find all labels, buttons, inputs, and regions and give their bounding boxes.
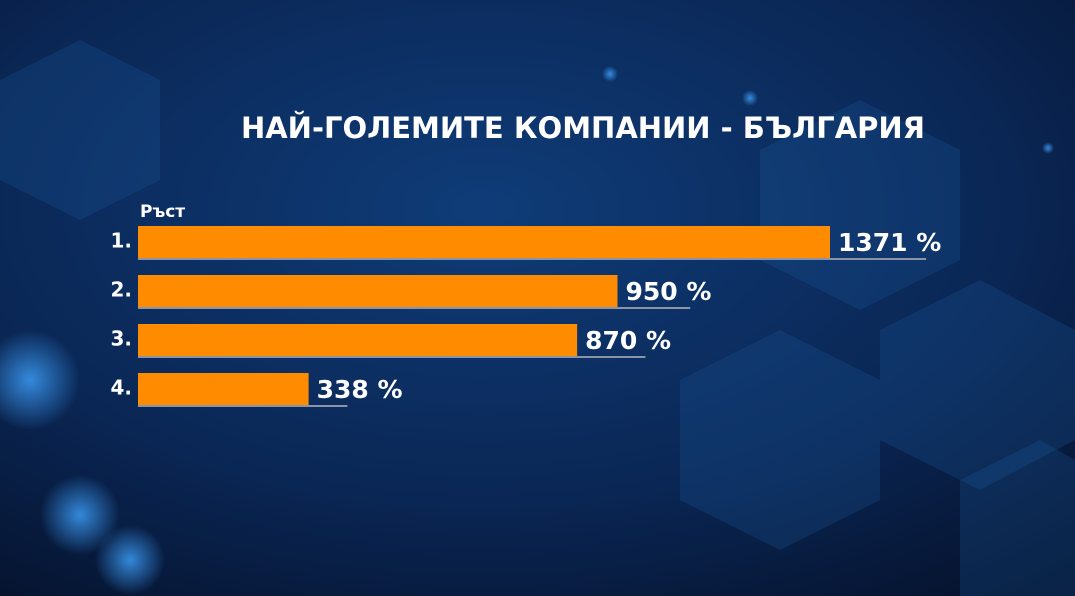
value-label: 950 % bbox=[626, 277, 712, 306]
bar bbox=[138, 226, 830, 258]
glows bbox=[0, 66, 1054, 595]
bar bbox=[138, 324, 578, 356]
category-label: 4. bbox=[110, 376, 132, 400]
chart-title: НАЙ-ГОЛЕМИТЕ КОМПАНИИ - БЪЛГАРИЯ bbox=[241, 111, 925, 145]
category-label: 3. bbox=[110, 327, 132, 351]
category-label: 2. bbox=[110, 278, 132, 302]
bar bbox=[138, 275, 618, 307]
value-label: 338 % bbox=[317, 375, 403, 404]
bar bbox=[138, 373, 309, 405]
category-label: 1. bbox=[110, 229, 132, 253]
axis-label: Ръст bbox=[140, 202, 185, 222]
value-label: 870 % bbox=[585, 326, 671, 355]
value-label: 1371 % bbox=[838, 228, 941, 257]
